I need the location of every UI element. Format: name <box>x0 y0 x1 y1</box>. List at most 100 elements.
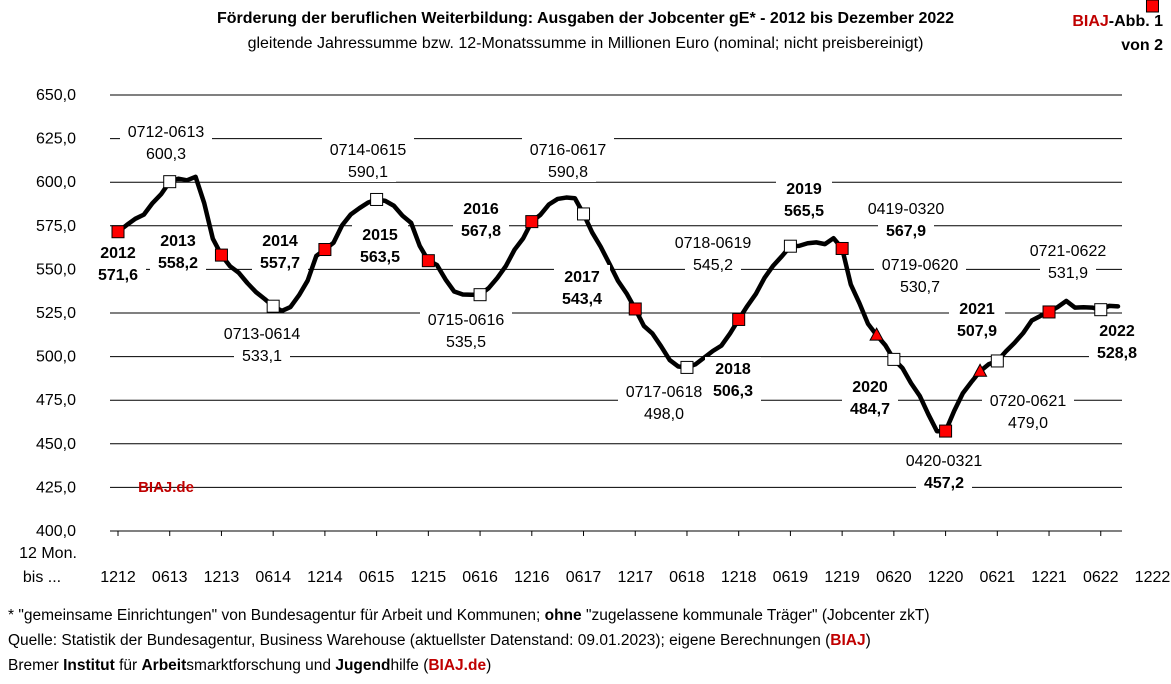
period-marker <box>577 207 591 221</box>
period-value-label: 545,2 <box>693 257 733 274</box>
year-label: 2021 <box>959 301 995 318</box>
x-axis-label: bis ... <box>23 569 61 586</box>
extreme-value-label: 567,9 <box>886 223 926 240</box>
label-backdrop <box>776 199 832 221</box>
year-label: 2012 <box>100 245 136 262</box>
figure-badge: BIAJ-Abb. 1 von 2 <box>1072 10 1163 58</box>
period-value-label: 600,3 <box>146 146 186 163</box>
year-label: 2020 <box>852 379 888 396</box>
extreme-label: 0419-0320 <box>868 201 945 218</box>
chart-title: Förderung der beruflichen Weiterbildung:… <box>216 10 955 27</box>
y-tick-label: 650,0 <box>36 87 76 104</box>
period-value-label: 533,1 <box>242 348 282 365</box>
institute-text-4: hilfe ( <box>390 657 429 674</box>
label-backdrop <box>340 160 396 182</box>
year-label: 2015 <box>362 227 398 244</box>
series-line <box>115 174 1121 434</box>
label-backdrop <box>874 253 966 275</box>
year-label: 2016 <box>463 201 499 218</box>
period-label: 0715-0616 <box>428 312 505 329</box>
label-backdrop <box>150 251 206 273</box>
institute-text: Bremer <box>8 657 64 674</box>
label-backdrop <box>1022 239 1114 261</box>
label-backdrop <box>120 120 212 142</box>
footnote-text: * "gemeinsame Einrichtungen" von Bundesa… <box>8 607 545 624</box>
x-tick-label: 1215 <box>411 569 447 586</box>
institute-text-3: smarktforschung und <box>186 657 336 674</box>
period-value-label: 531,9 <box>1048 265 1088 282</box>
label-backdrop <box>916 471 972 493</box>
y-tick-label: 600,0 <box>36 174 76 191</box>
year-label: 2018 <box>715 361 751 378</box>
year-value-label: 507,9 <box>957 323 997 340</box>
chart-subtitle: gleitende Jahressumme bzw. 12-Monatssumm… <box>247 35 924 52</box>
x-tick-label: 1222 <box>1135 569 1171 586</box>
institute-bold-1: Institut <box>63 657 115 674</box>
line-chart: 400,0 425,0 450,0 475,0 500,0 525,0 550,0 575,0… <box>19 0 1171 586</box>
year-value-label: 506,3 <box>713 383 753 400</box>
year-value-label: 484,7 <box>850 401 890 418</box>
footnote-bold: ohne <box>544 607 582 624</box>
label-backdrop <box>705 379 761 401</box>
x-tick-label: 1221 <box>1031 569 1067 586</box>
period-label: 0716-0617 <box>530 142 607 159</box>
year-marker <box>1145 0 1159 13</box>
label-backdrop <box>636 402 692 424</box>
year-marker <box>939 424 953 438</box>
period-marker <box>473 288 487 302</box>
period-value-label: 590,8 <box>548 164 588 181</box>
label-backdrop <box>540 160 596 182</box>
y-tick-label: 475,0 <box>36 392 76 409</box>
x-tick-label: 1218 <box>721 569 757 586</box>
year-value-label: 528,8 <box>1097 345 1137 362</box>
period-label: 0719-0620 <box>882 257 959 274</box>
institute-brand: BIAJ.de <box>428 657 487 674</box>
y-tick-label: 625,0 <box>36 131 76 148</box>
source-brand: BIAJ <box>830 632 866 649</box>
label-backdrop <box>1089 319 1145 341</box>
extreme-marker <box>869 327 884 341</box>
period-marker <box>266 299 280 313</box>
label-backdrop <box>322 138 414 160</box>
year-marker <box>214 248 228 262</box>
label-backdrop <box>1040 261 1096 283</box>
y-tick-label: 525,0 <box>36 305 76 322</box>
label-backdrop <box>842 397 898 419</box>
period-label: 0713-0614 <box>224 326 301 343</box>
period-label: 0720-0621 <box>990 393 1067 410</box>
label-backdrop <box>982 389 1074 411</box>
badge-page: von 2 <box>1121 37 1163 54</box>
x-tick-label: 0615 <box>359 569 395 586</box>
year-marker <box>835 241 849 255</box>
label-backdrop <box>618 380 710 402</box>
period-marker <box>1094 303 1108 317</box>
period-label: 0712-0613 <box>128 124 205 141</box>
institute-bold-3: Jugend <box>335 657 391 674</box>
label-backdrop <box>453 197 509 219</box>
label-backdrop <box>949 297 1005 319</box>
year-label: 2022 <box>1099 323 1135 340</box>
x-tick-label: 1212 <box>100 569 136 586</box>
period-value-label: 590,1 <box>348 164 388 181</box>
y-tick-label: 575,0 <box>36 218 76 235</box>
x-tick-label: 0620 <box>876 569 912 586</box>
label-backdrop <box>90 241 146 263</box>
x-tick-label: 0618 <box>669 569 705 586</box>
label-backdrop <box>685 253 741 275</box>
label-backdrop <box>878 219 934 241</box>
label-backdrop <box>252 251 308 273</box>
year-value-label: 567,8 <box>461 223 501 240</box>
label-backdrop <box>352 245 408 267</box>
label-backdrop <box>898 449 990 471</box>
x-tick-label: 1213 <box>204 569 240 586</box>
footnote-text-end: "zugelassene kommunale Träger" (Jobcente… <box>581 607 930 624</box>
year-value-label: 571,6 <box>98 267 138 284</box>
institute-note: Bremer Institut für Arbeitsmarktforschun… <box>8 657 491 675</box>
period-label: 0721-0622 <box>1030 243 1107 260</box>
label-backdrop <box>860 197 952 219</box>
source-note: Quelle: Statistik der Bundesagentur, Bus… <box>8 632 871 650</box>
x-tick-label: 1219 <box>824 569 860 586</box>
period-marker <box>887 352 901 366</box>
y-tick-label: 400,0 <box>36 523 76 540</box>
x-axis-label: 12 Mon. <box>19 545 77 562</box>
